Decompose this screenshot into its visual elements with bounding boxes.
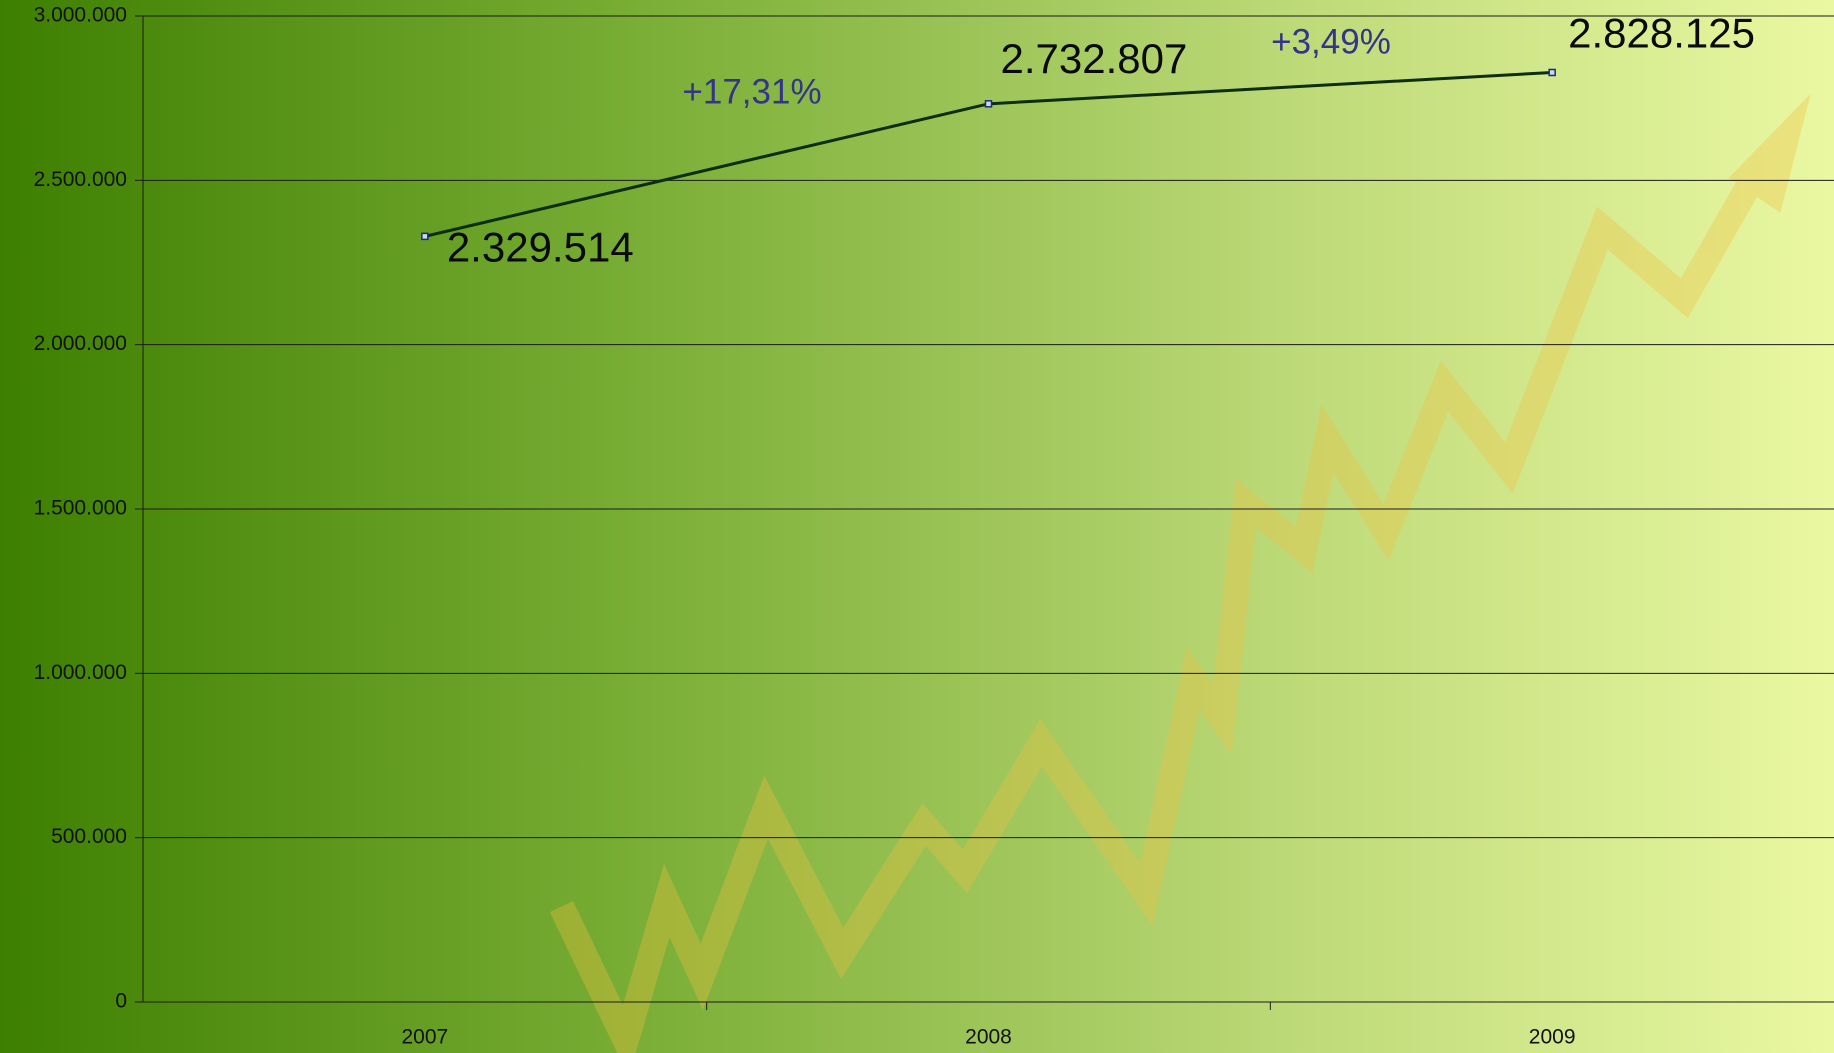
x-tick-label: 2009 xyxy=(1529,1026,1576,1049)
y-tick-label: 1.000.000 xyxy=(34,661,127,684)
y-tick-label: 3.000.000 xyxy=(34,4,127,27)
data-label: 2.329.514 xyxy=(447,223,634,270)
annotation: +17,31% xyxy=(682,72,821,111)
marker xyxy=(421,232,429,241)
y-tick-label: 1.500.000 xyxy=(34,497,127,520)
x-tick-label: 2008 xyxy=(965,1026,1012,1049)
y-tick-label: 2.000.000 xyxy=(34,332,127,355)
y-tick-label: 500.000 xyxy=(51,825,127,848)
marker xyxy=(1548,68,1556,77)
annotation: +3,49% xyxy=(1271,22,1391,61)
plot: 0 500.000 1.000.000 1.500.000 2.000.000 2.500… xyxy=(34,4,1834,1049)
y-tick-label: 0 xyxy=(115,990,127,1013)
data-label: 2.828.125 xyxy=(1568,10,1755,57)
decor-arrow xyxy=(549,93,1811,1053)
x-tick-label: 2007 xyxy=(401,1026,448,1049)
y-tick-label: 2.500.000 xyxy=(34,168,127,191)
marker xyxy=(984,100,993,108)
data-label: 2.732.807 xyxy=(1001,35,1188,82)
